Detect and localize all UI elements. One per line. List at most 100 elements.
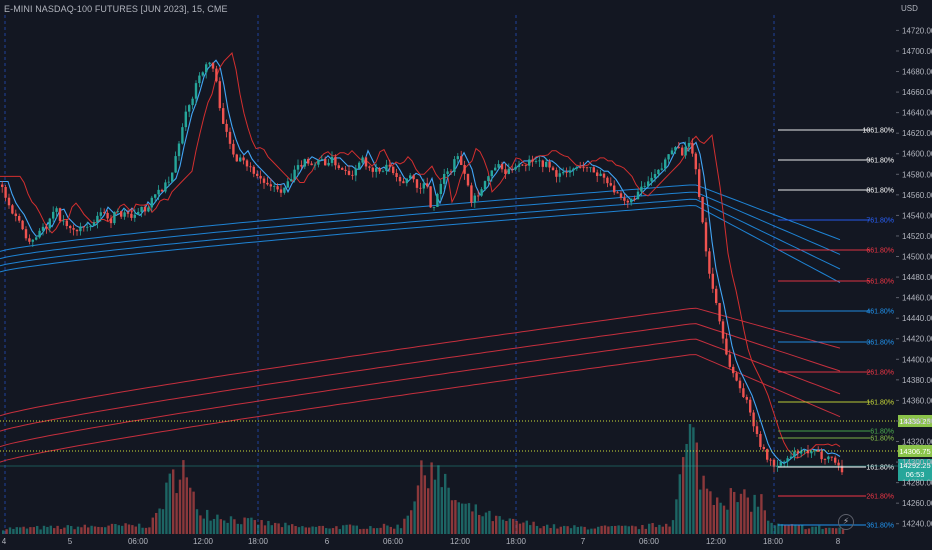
- y-tick-label: 14720.00: [902, 26, 932, 35]
- volume-bar: [797, 524, 800, 534]
- candle-body: [65, 220, 68, 227]
- fib-label: 461.80%: [866, 309, 894, 316]
- candle-body: [86, 226, 89, 228]
- volume-bar: [399, 528, 403, 534]
- candle-body: [290, 179, 293, 182]
- fib-label: 161.80%: [866, 400, 894, 407]
- candle-body: [524, 164, 527, 166]
- y-axis[interactable]: 14240.00 14260.00 14280.00 14300.00 14320.00…: [896, 26, 932, 529]
- volume-bar: [726, 509, 729, 534]
- candle-body: [674, 147, 677, 151]
- volume-bar: [835, 528, 838, 534]
- candle-body: [198, 75, 201, 84]
- candle-body: [823, 459, 827, 460]
- candle-body: [364, 157, 368, 167]
- candle-body: [616, 192, 619, 194]
- volume-bar: [597, 526, 600, 534]
- candle-body: [276, 186, 279, 190]
- lightning-icon[interactable]: ⚡: [838, 514, 854, 530]
- candle-body: [789, 456, 793, 459]
- x-axis[interactable]: 4 5 06:00 12:00 18:00 6 06:00 12:00 18:00 7 06:00 1…: [2, 537, 841, 546]
- volume-bar: [508, 518, 511, 534]
- volume-bar: [675, 499, 678, 534]
- volume-bar: [382, 523, 386, 534]
- volume-bar: [291, 524, 294, 534]
- volume-bar: [736, 502, 739, 534]
- candle-body: [164, 182, 167, 192]
- volume-bar: [362, 528, 365, 534]
- candle-body: [300, 165, 303, 167]
- volume-bar: [563, 525, 566, 534]
- y-tick-label: 14680.00: [902, 68, 932, 77]
- volume-bar: [552, 524, 556, 534]
- candle-body: [143, 206, 147, 212]
- volume-bar: [478, 514, 481, 534]
- candle-body: [704, 222, 708, 252]
- volume-bar: [352, 525, 355, 534]
- candle-body: [745, 397, 748, 400]
- volume-bar: [440, 487, 443, 534]
- volume-bar: [22, 526, 25, 534]
- candle-body: [548, 161, 551, 168]
- volume-bar: [549, 527, 552, 534]
- x-tick-label: 12:00: [450, 537, 471, 546]
- candle-body: [728, 354, 731, 367]
- candle-body: [177, 143, 181, 157]
- volume-bar: [127, 524, 131, 534]
- volume-bar: [722, 505, 726, 534]
- candle-body: [738, 380, 742, 389]
- volume-bar: [787, 524, 790, 534]
- candle-body: [711, 273, 714, 289]
- candle-body: [708, 251, 711, 274]
- candle-body: [79, 226, 82, 232]
- y-tick-label: 14640.00: [902, 109, 932, 118]
- candle-body: [191, 98, 194, 106]
- y-tick-label: 14600.00: [902, 150, 932, 159]
- ema-line: [0, 59, 841, 465]
- fib-label: 61.80%: [870, 436, 894, 443]
- candle-body: [154, 194, 157, 198]
- volume-bar: [342, 525, 345, 534]
- candle-body: [21, 220, 24, 230]
- volume-bar: [80, 527, 83, 534]
- candle-body: [602, 173, 606, 178]
- volume-bar: [304, 527, 307, 534]
- candle-body: [630, 198, 633, 203]
- volume-bar: [651, 523, 654, 534]
- y-tick-label: 14380.00: [902, 376, 932, 385]
- volume-bar: [600, 525, 603, 534]
- candle-body: [99, 212, 102, 216]
- candle-body: [341, 168, 344, 170]
- volume-bar: [688, 424, 692, 534]
- candle-body: [786, 458, 789, 462]
- volume-bar: [46, 526, 49, 534]
- candle-body: [718, 303, 721, 322]
- x-tick-label: 06:00: [128, 537, 149, 546]
- volume-bar: [495, 515, 498, 534]
- volume-bar: [671, 520, 675, 534]
- volume-bar: [413, 501, 416, 534]
- candle-body: [494, 167, 497, 171]
- candle-body: [109, 218, 113, 224]
- current-price-label: 14292.25: [899, 461, 930, 470]
- candle-body: [779, 462, 782, 466]
- y-tick-label: 14660.00: [902, 88, 932, 97]
- candle-body: [623, 197, 626, 201]
- candle-body: [568, 170, 572, 173]
- y-tick-label: 14480.00: [902, 273, 932, 282]
- volume-bar: [202, 518, 205, 534]
- candle-body: [810, 451, 813, 454]
- volume-bar: [83, 524, 86, 534]
- candle-body: [279, 189, 283, 193]
- volume-bar: [702, 475, 705, 534]
- candle-body: [188, 105, 191, 112]
- volume-bar: [532, 521, 535, 534]
- volume-bar: [831, 528, 834, 534]
- candle-body: [813, 450, 816, 452]
- x-tick-label: 18:00: [506, 537, 527, 546]
- candle-body: [466, 173, 470, 186]
- volume-bar: [525, 520, 528, 534]
- volume-bar: [66, 525, 69, 534]
